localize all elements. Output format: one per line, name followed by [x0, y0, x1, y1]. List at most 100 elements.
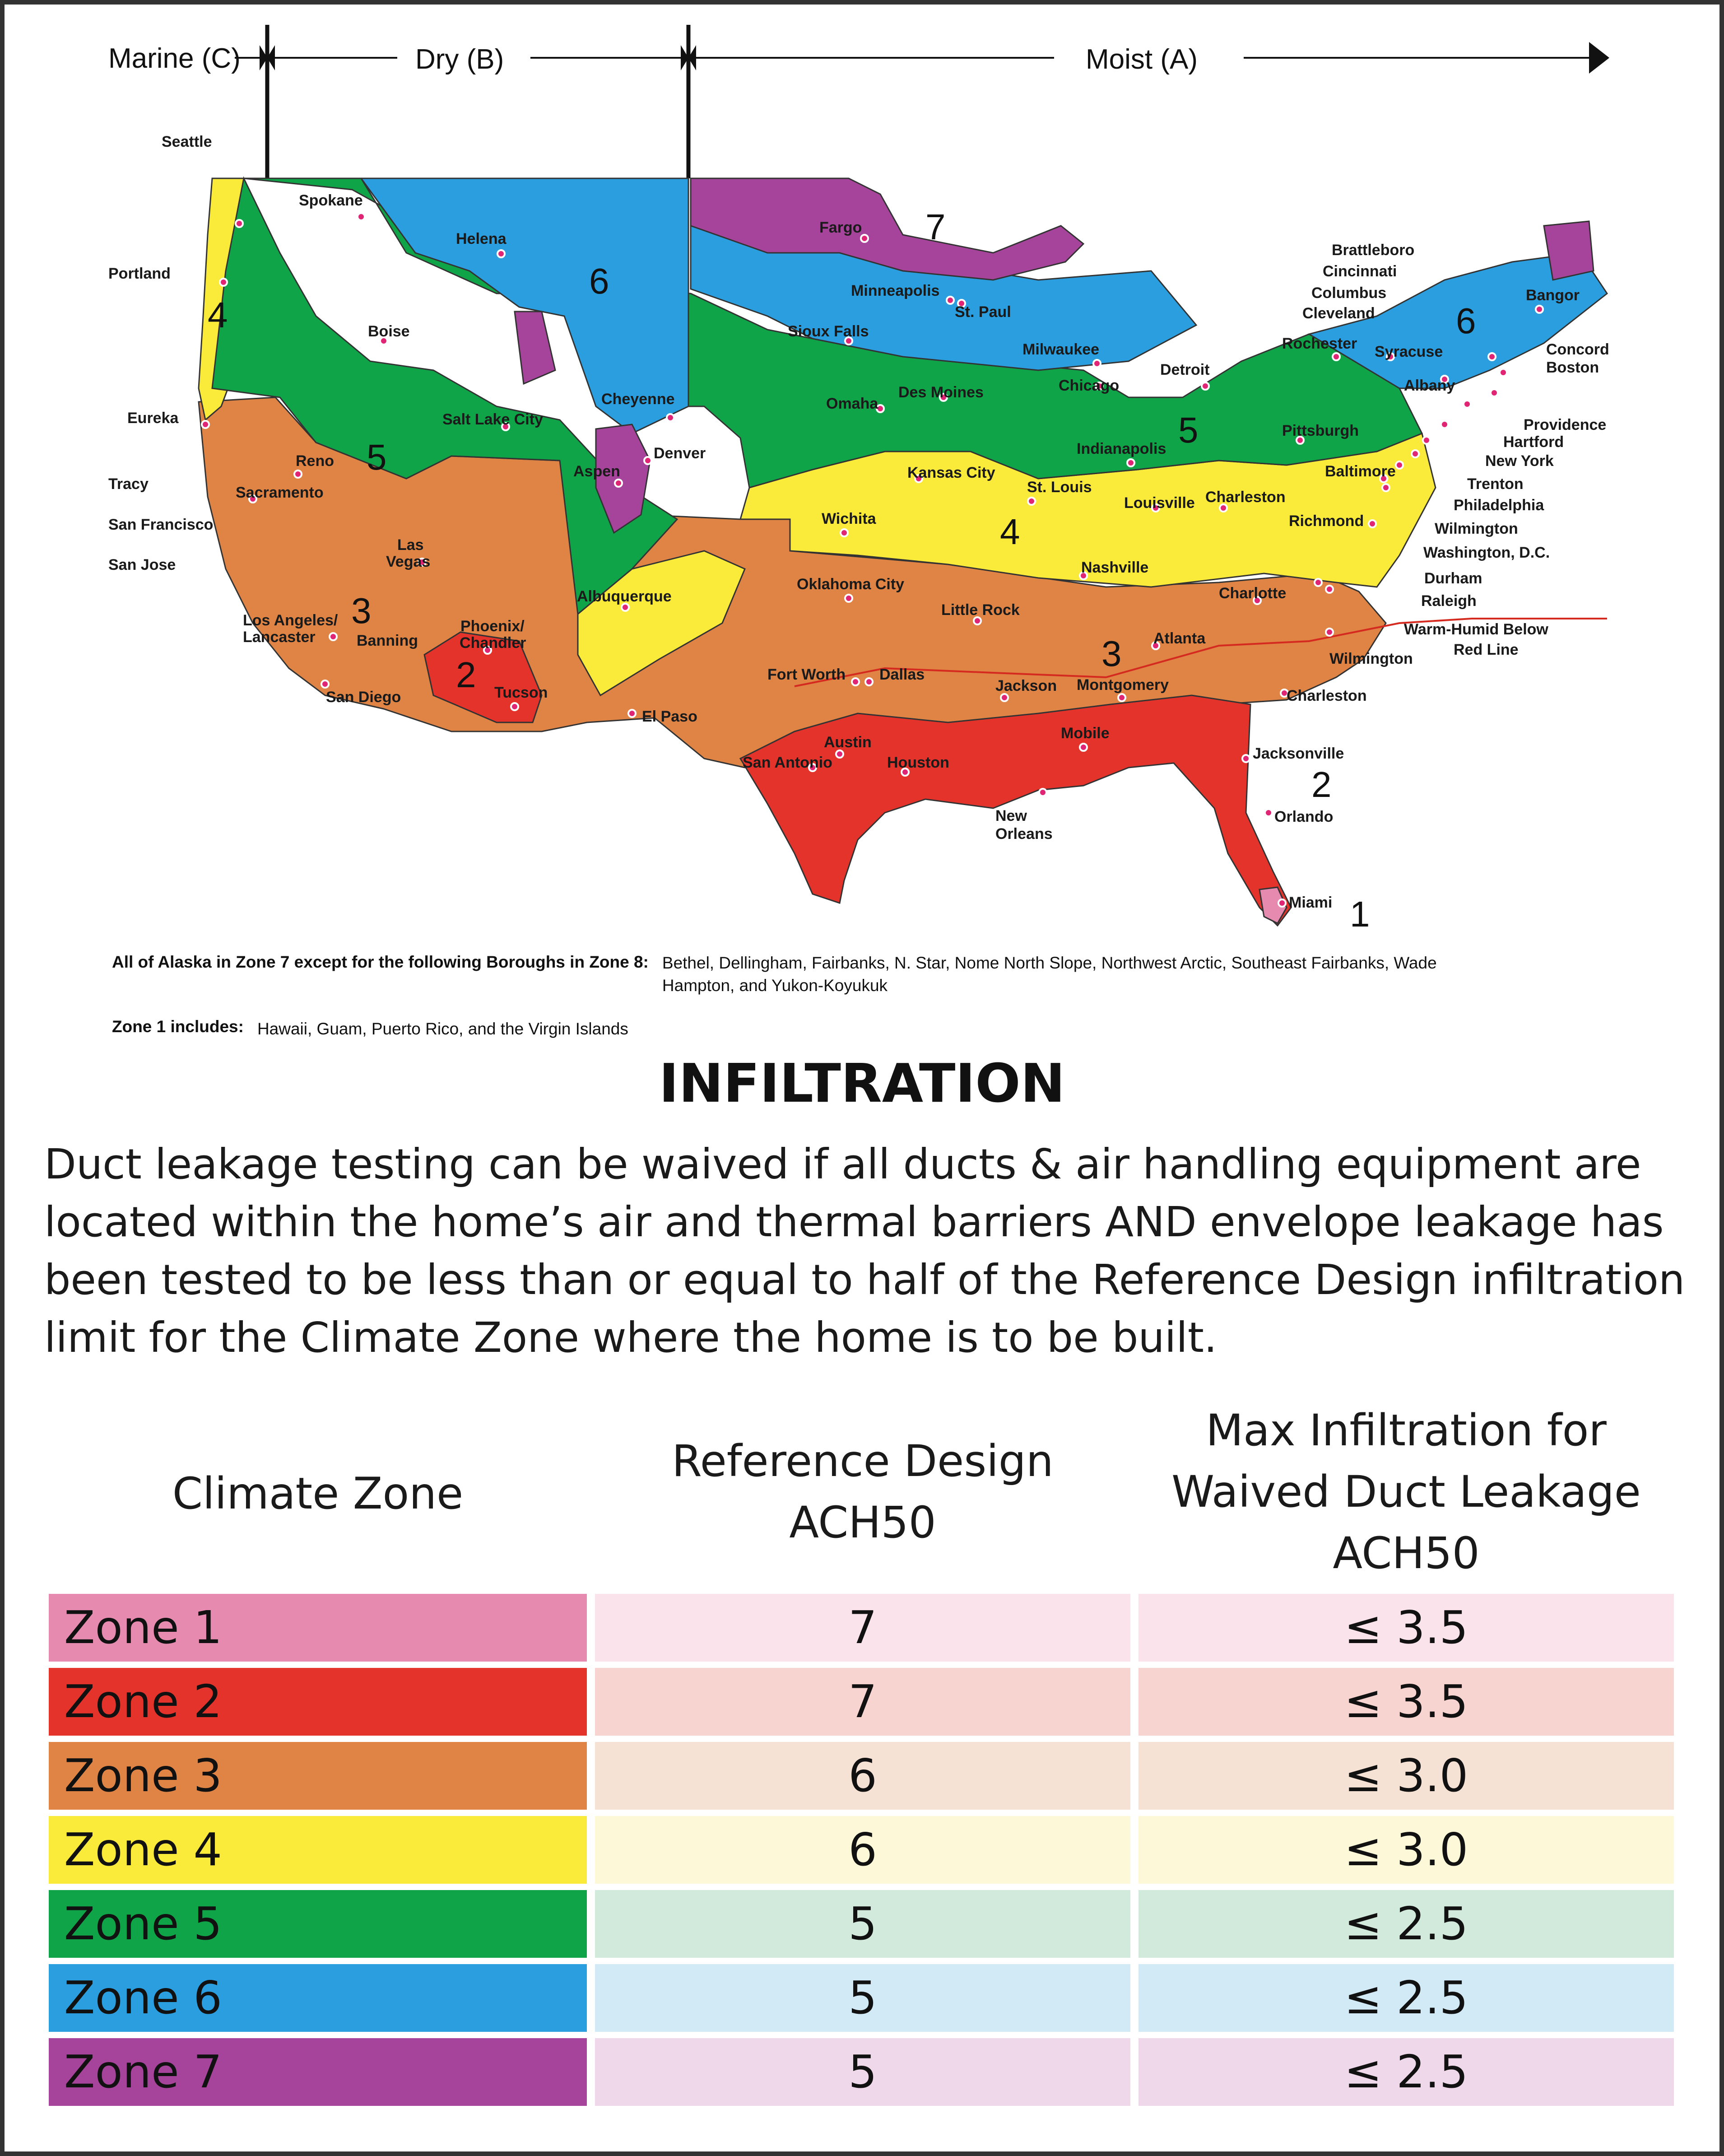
city-helena: Helena — [456, 230, 507, 247]
warm-humid-label-1: Warm-Humid Below — [1404, 621, 1548, 638]
zone-number-2-west: 2 — [456, 655, 476, 695]
note-zone1: Zone 1 includes: Hawaii, Guam, Puerto Ri… — [112, 1017, 1647, 1041]
zone-name-cell: Zone 5 — [49, 1890, 587, 1958]
zone-number-3-west: 3 — [351, 591, 372, 631]
city-banning: Banning — [357, 632, 418, 649]
city-san-diego: San Diego — [326, 689, 401, 706]
zone-number-2-east: 2 — [1311, 764, 1332, 805]
note-zone1-text: Hawaii, Guam, Puerto Rico, and the Virgi… — [257, 1017, 1647, 1041]
city-cleveland: Cleveland — [1302, 305, 1375, 322]
city-columbus: Columbus — [1311, 284, 1386, 302]
city-providence: Providence — [1524, 416, 1606, 433]
city-las: Las — [397, 536, 424, 554]
zone-1-region — [1259, 886, 1287, 924]
city-oklahoma-city: Oklahoma City — [797, 576, 904, 593]
climate-zone-map: Marine (C) Dry (B) Moist (A) Warm-Humi — [0, 0, 1724, 948]
header-max-line-1: Max Infiltration for — [1206, 1405, 1607, 1456]
header-max-infiltration: Max Infiltration for Waived Duct Leakage… — [1138, 1400, 1674, 1584]
city-charleston-sc: Charleston — [1287, 687, 1367, 704]
warm-humid-label-2: Red Line — [1454, 641, 1519, 658]
max-infiltration-cell: ≤ 2.5 — [1138, 1890, 1674, 1958]
reference-ach50-cell: 7 — [595, 1594, 1130, 1662]
city-brattleboro: Brattleboro — [1332, 242, 1414, 259]
city-cincinnati: Cincinnati — [1323, 263, 1397, 280]
header-max-line-3: ACH50 — [1333, 1528, 1480, 1579]
zone-number-7: 7 — [925, 207, 946, 247]
paragraph-line-1: Duct leakage testing can be waived if al… — [44, 1140, 1641, 1188]
city-san-francisco: San Francisco — [108, 516, 213, 533]
city-washington-dc: Washington, D.C. — [1423, 544, 1550, 561]
city-vegas: Vegas — [386, 553, 430, 570]
note-alaska: All of Alaska in Zone 7 except for the f… — [112, 953, 1647, 997]
max-infiltration-cell: ≤ 3.0 — [1138, 1742, 1674, 1810]
table-row: Zone 6 5 ≤ 2.5 — [49, 1964, 1674, 2032]
zone-7-colorado — [595, 424, 651, 534]
zone-7-wyoming — [514, 311, 556, 385]
zone-number-6-east: 6 — [1456, 301, 1476, 341]
zone-number-3-east: 3 — [1101, 633, 1122, 674]
city-lancaster: Lancaster — [243, 629, 316, 646]
city-wilmington-nc: Wilmington — [1329, 650, 1413, 667]
city-dallas: Dallas — [879, 666, 925, 683]
city-tucson: Tucson — [494, 684, 548, 701]
zone-number-4-east: 4 — [1000, 512, 1020, 552]
city-trenton: Trenton — [1467, 475, 1524, 493]
city-fargo: Fargo — [819, 219, 862, 236]
zone-number-5-east: 5 — [1178, 410, 1199, 450]
city-detroit: Detroit — [1160, 361, 1210, 378]
city-wichita: Wichita — [822, 510, 877, 527]
city-montgomery: Montgomery — [1077, 676, 1169, 694]
city-spokane: Spokane — [299, 192, 363, 209]
axis-label-marine: Marine (C) — [108, 43, 241, 74]
city-fort-worth: Fort Worth — [767, 666, 846, 683]
reference-ach50-cell: 5 — [595, 2038, 1130, 2106]
city-bangor: Bangor — [1526, 287, 1580, 304]
city-tracy: Tracy — [108, 475, 149, 493]
max-infiltration-cell: ≤ 3.5 — [1138, 1594, 1674, 1662]
city-san-jose: San Jose — [108, 556, 176, 573]
zone-7-maine — [1543, 220, 1594, 281]
city-omaha: Omaha — [826, 395, 878, 412]
city-chicago: Chicago — [1059, 377, 1119, 394]
city-st-paul: St. Paul — [955, 303, 1011, 321]
city-denver: Denver — [654, 445, 706, 462]
reference-ach50-cell: 6 — [595, 1742, 1130, 1810]
table-row: Zone 3 6 ≤ 3.0 — [49, 1742, 1674, 1810]
zone-5-west — [211, 176, 678, 615]
warm-humid-line: Warm-Humid Below Red Line — [794, 618, 1607, 687]
city-hartford: Hartford — [1503, 433, 1564, 451]
axis-label-moist: Moist (A) — [1086, 44, 1198, 75]
note-alaska-line-1: Bethel, Dellingham, Fairbanks, N. Star, … — [662, 954, 1437, 972]
city-philadelphia: Philadelphia — [1454, 497, 1544, 514]
city-milwaukee: Milwaukee — [1022, 341, 1099, 358]
city-chandler: Chandler — [460, 634, 526, 652]
reference-ach50-cell: 5 — [595, 1964, 1130, 2032]
zone-name-cell: Zone 4 — [49, 1816, 587, 1884]
city-syracuse: Syracuse — [1375, 343, 1443, 360]
table-row: Zone 2 7 ≤ 3.5 — [49, 1668, 1674, 1736]
city-salt-lake-city: Salt Lake City — [442, 411, 543, 428]
note-alaska-line-2: Hampton, and Yukon-Koyukuk — [662, 976, 888, 995]
table-row: Zone 5 5 ≤ 2.5 — [49, 1890, 1674, 1958]
city-el-paso: El Paso — [642, 708, 697, 725]
city-charlotte: Charlotte — [1219, 585, 1286, 602]
city-houston: Houston — [887, 754, 949, 771]
city-albuquerque: Albuquerque — [577, 588, 672, 605]
infiltration-paragraph: Duct leakage testing can be waived if al… — [44, 1136, 1692, 1367]
city-orlando: Orlando — [1274, 808, 1333, 825]
city-jackson: Jackson — [995, 677, 1057, 694]
city-des-moines: Des Moines — [898, 384, 984, 401]
city-aspen: Aspen — [573, 463, 620, 480]
max-infiltration-cell: ≤ 3.5 — [1138, 1668, 1674, 1736]
city-durham: Durham — [1424, 570, 1482, 587]
city-cheyenne: Cheyenne — [601, 391, 675, 408]
city-jacksonville: Jacksonville — [1253, 745, 1344, 762]
reference-ach50-cell: 5 — [595, 1890, 1130, 1958]
zone-6-northeast — [1307, 252, 1608, 389]
city-austin: Austin — [824, 734, 872, 751]
zone-name-cell: Zone 7 — [49, 2038, 587, 2106]
note-alaska-text: Bethel, Dellingham, Fairbanks, N. Star, … — [662, 952, 1647, 997]
city-boston: Boston — [1546, 359, 1599, 376]
zone-name-cell: Zone 6 — [49, 1964, 587, 2032]
